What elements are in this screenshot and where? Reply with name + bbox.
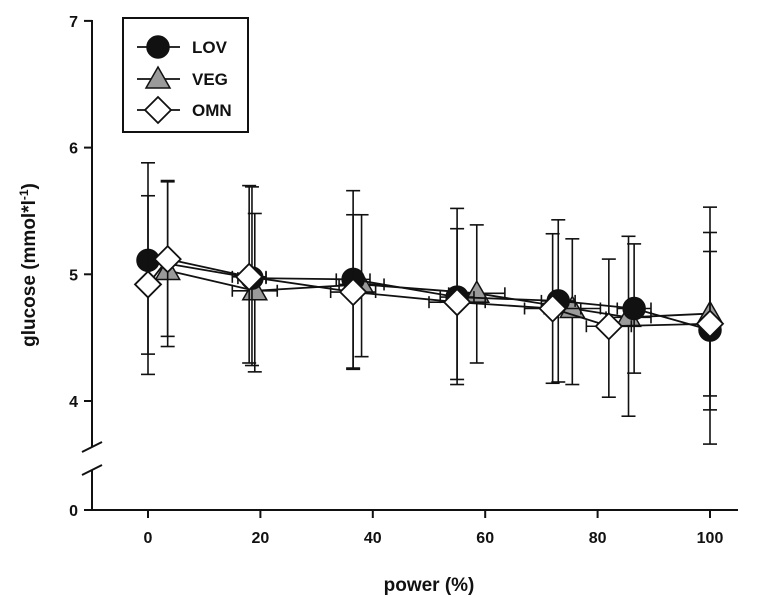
y-axis-title: glucose (mmol*l-1) [17,183,40,347]
y-tick-label: 0 [69,503,78,520]
data-point-omn [442,287,472,317]
legend-marker-lov [146,35,170,59]
y-tick-label: 7 [69,14,78,31]
data-point-omn [338,277,368,307]
data-point-omn [538,294,567,323]
x-tick-label: 0 [144,530,153,547]
x-tick-label: 60 [476,530,494,547]
x-ticks: 0 20 40 60 80 100 [144,510,724,547]
y-axis-break-mark-bottom [81,464,103,476]
series-layer [133,162,725,445]
axes [81,20,738,511]
legend-box [122,17,249,133]
x-tick-label: 40 [364,530,382,547]
legend-label-veg: VEG [192,70,228,89]
x-tick-label: 20 [252,530,270,547]
y-ticks: 4 5 6 7 0 [69,14,92,520]
legend-marker-veg [144,65,172,89]
y-tick-label: 5 [69,267,78,284]
x-tick-label: 80 [589,530,607,547]
data-point-omn [695,309,725,338]
legend-marker-omn [143,95,173,125]
y-tick-label: 6 [69,141,78,158]
legend: LOV VEG OMN [122,17,249,133]
y-axis-break-mark-top [81,441,103,453]
y-tick-label: 4 [69,394,78,411]
legend-label-lov: LOV [192,38,228,57]
x-axis-title: power (%) [384,575,475,596]
data-point-omn [133,270,163,299]
y-axis-title-close: ) [19,183,40,189]
y-axis-title-superscript: -1 [17,189,31,200]
data-point-omn [234,262,264,292]
legend-label-omn: OMN [192,101,232,120]
y-axis-title-main: glucose (mmol*l [19,200,40,347]
data-point-omn [153,244,182,274]
data-point-omn [594,311,624,341]
series-omn [133,179,725,398]
data-point-lov [622,296,646,321]
x-tick-label: 100 [697,530,724,547]
